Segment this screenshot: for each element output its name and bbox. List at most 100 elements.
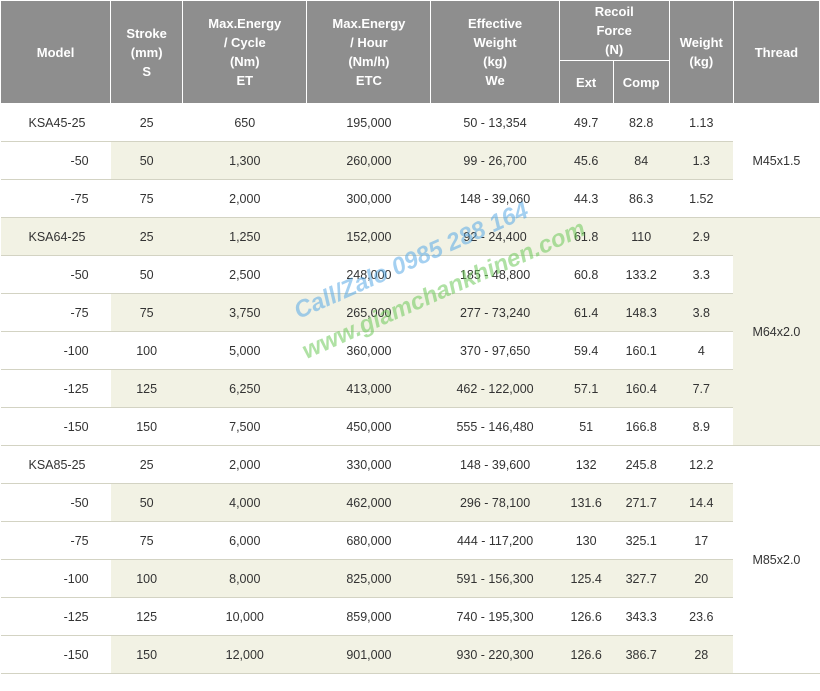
cell-energy-hour: 859,000 <box>306 597 431 636</box>
cell-ext: 45.6 <box>559 141 614 180</box>
cell-stroke: 25 <box>110 103 183 142</box>
header-energy-hour-line: / Hour <box>350 35 388 50</box>
cell-stroke: 25 <box>110 217 183 256</box>
cell-energy-cycle: 7,500 <box>182 407 307 446</box>
table-row: -75 75 6,000 680,000 444 - 117,200 130 325.1 17 <box>0 521 820 560</box>
cell-thread: M64x2.0 <box>733 217 820 446</box>
cell-model: -100 <box>0 331 111 370</box>
cell-model: KSA85-25 <box>0 445 111 484</box>
cell-energy-hour: 360,000 <box>306 331 431 370</box>
cell-stroke: 75 <box>110 521 183 560</box>
header-energy-cycle-line: (Nm) <box>229 54 260 69</box>
header-recoil-force-line: (N) <box>605 42 624 57</box>
cell-stroke: 125 <box>110 597 183 636</box>
cell-ext: 57.1 <box>559 369 614 408</box>
cell-ext: 126.6 <box>559 635 614 674</box>
cell-energy-hour: 330,000 <box>306 445 431 484</box>
cell-weight: 4 <box>669 331 734 370</box>
table-row: -50 50 4,000 462,000 296 - 78,100 131.6 271.7 1… <box>0 483 820 522</box>
cell-energy-cycle: 6,000 <box>182 521 307 560</box>
cell-ext: 125.4 <box>559 559 614 598</box>
cell-effective-weight: 185 - 48,800 <box>430 255 560 294</box>
cell-energy-hour: 450,000 <box>306 407 431 446</box>
cell-energy-hour: 195,000 <box>306 103 431 142</box>
header-recoil-force-line: Force <box>596 23 632 38</box>
cell-effective-weight: 370 - 97,650 <box>430 331 560 370</box>
cell-weight: 17 <box>669 521 734 560</box>
header-model: Model <box>0 0 112 104</box>
header-energy-hour: Max.Energy / Hour (Nm/h) ETC <box>306 0 432 104</box>
cell-stroke: 100 <box>110 559 183 598</box>
cell-model: -50 <box>0 255 111 294</box>
header-recoil-ext: Ext <box>558 60 614 104</box>
cell-comp: 110 <box>613 217 670 256</box>
header-recoil-force-line: Recoil <box>594 4 634 19</box>
cell-effective-weight: 92 - 24,400 <box>430 217 560 256</box>
cell-effective-weight: 591 - 156,300 <box>430 559 560 598</box>
cell-effective-weight: 462 - 122,000 <box>430 369 560 408</box>
header-recoil-comp: Comp <box>612 60 670 104</box>
table-row: -150 150 12,000 901,000 930 - 220,300 126.6 38… <box>0 635 820 674</box>
spec-table: Model Stroke (mm) S Max.Energy / Cycle (… <box>0 0 820 674</box>
table-row: -150 150 7,500 450,000 555 - 146,480 51 166.8 8… <box>0 407 820 446</box>
cell-energy-cycle: 2,000 <box>182 179 307 218</box>
cell-energy-cycle: 5,000 <box>182 331 307 370</box>
cell-effective-weight: 99 - 26,700 <box>430 141 560 180</box>
cell-comp: 160.4 <box>613 369 670 408</box>
cell-ext: 44.3 <box>559 179 614 218</box>
cell-ext: 132 <box>559 445 614 484</box>
cell-stroke: 150 <box>110 407 183 446</box>
header-stroke-line: (mm) <box>130 44 163 60</box>
cell-effective-weight: 740 - 195,300 <box>430 597 560 636</box>
cell-energy-cycle: 10,000 <box>182 597 307 636</box>
cell-stroke: 75 <box>110 293 183 332</box>
cell-model: -100 <box>0 559 111 598</box>
table-row: -125 125 6,250 413,000 462 - 122,000 57.1 160.… <box>0 369 820 408</box>
header-stroke: Stroke (mm) S <box>110 0 184 104</box>
cell-weight: 1.52 <box>669 179 734 218</box>
cell-weight: 3.8 <box>669 293 734 332</box>
cell-weight: 2.9 <box>669 217 734 256</box>
header-energy-cycle: Max.Energy / Cycle (Nm) ET <box>182 0 308 104</box>
cell-weight: 20 <box>669 559 734 598</box>
cell-ext: 60.8 <box>559 255 614 294</box>
cell-comp: 327.7 <box>613 559 670 598</box>
cell-model: -75 <box>0 179 111 218</box>
cell-weight: 3.3 <box>669 255 734 294</box>
cell-stroke: 150 <box>110 635 183 674</box>
cell-stroke: 75 <box>110 179 183 218</box>
cell-stroke: 50 <box>110 483 183 522</box>
cell-energy-cycle: 6,250 <box>182 369 307 408</box>
cell-effective-weight: 148 - 39,600 <box>430 445 560 484</box>
cell-model: -150 <box>0 407 111 446</box>
header-energy-cycle-line: / Cycle <box>223 35 266 50</box>
cell-energy-cycle: 3,750 <box>182 293 307 332</box>
cell-model: -75 <box>0 293 111 332</box>
header-energy-hour-line: Max.Energy <box>332 16 406 31</box>
cell-energy-hour: 413,000 <box>306 369 431 408</box>
cell-energy-cycle: 8,000 <box>182 559 307 598</box>
cell-model: KSA64-25 <box>0 217 111 256</box>
table-body: KSA45-25 25 650 195,000 50 - 13,354 49.7 82.8 1… <box>0 103 820 674</box>
cell-energy-hour: 680,000 <box>306 521 431 560</box>
cell-ext: 51 <box>559 407 614 446</box>
cell-weight: 14.4 <box>669 483 734 522</box>
cell-energy-cycle: 12,000 <box>182 635 307 674</box>
table-row: -75 75 3,750 265,000 277 - 73,240 61.4 148.3 3.… <box>0 293 820 332</box>
cell-comp: 166.8 <box>613 407 670 446</box>
cell-weight: 7.7 <box>669 369 734 408</box>
cell-stroke: 50 <box>110 141 183 180</box>
cell-energy-cycle: 2,500 <box>182 255 307 294</box>
cell-comp: 148.3 <box>613 293 670 332</box>
cell-ext: 59.4 <box>559 331 614 370</box>
cell-energy-hour: 300,000 <box>306 179 431 218</box>
cell-model: -125 <box>0 369 111 408</box>
header-energy-cycle-line: ET <box>236 73 254 88</box>
cell-model: KSA45-25 <box>0 103 111 142</box>
header-effective-weight-line: (kg) <box>483 54 507 69</box>
cell-ext: 131.6 <box>559 483 614 522</box>
cell-comp: 343.3 <box>613 597 670 636</box>
cell-model: -75 <box>0 521 111 560</box>
cell-weight: 12.2 <box>669 445 734 484</box>
cell-energy-hour: 825,000 <box>306 559 431 598</box>
